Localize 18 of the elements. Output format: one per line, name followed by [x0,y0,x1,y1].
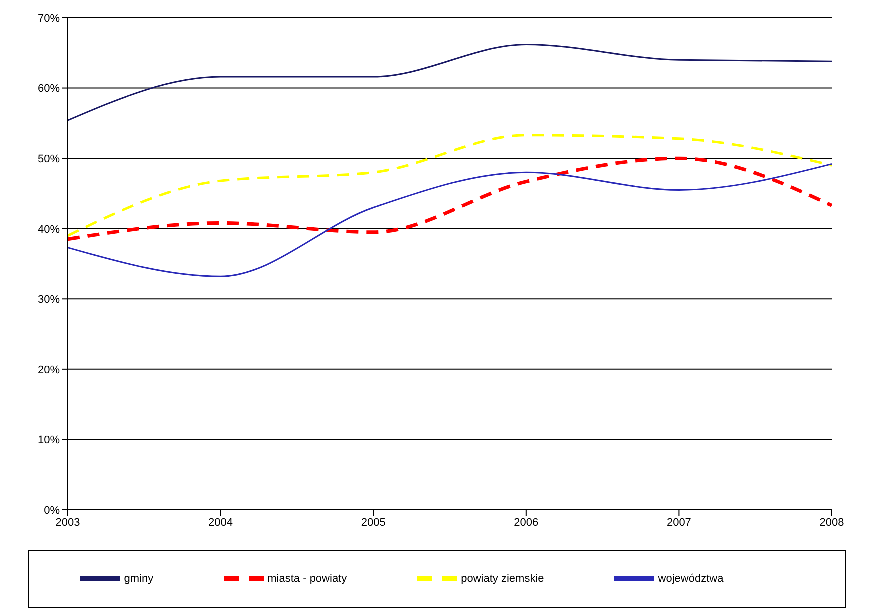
legend-label: miasta - powiaty [268,572,348,585]
legend-label: powiaty ziemskie [461,572,544,585]
y-tick-label: 10% [38,434,60,447]
y-tick-label: 50% [38,153,60,166]
y-tick-label: 30% [38,294,60,306]
legend-label: gminy [124,572,154,585]
x-tick-label: 2003 [56,516,80,529]
y-tick-label: 40% [38,224,60,236]
legend-label: województwa [658,572,724,585]
x-tick-label: 2008 [820,516,844,529]
y-tick-label: 0% [44,504,60,517]
y-tick-label: 60% [38,83,60,96]
y-tick-label: 20% [38,364,60,376]
x-tick-label: 2006 [514,516,539,529]
x-tick-label: 2004 [208,516,234,529]
x-tick-label: 2005 [361,516,386,529]
y-tick-label: 70% [38,12,60,25]
x-tick-label: 2007 [666,516,692,529]
